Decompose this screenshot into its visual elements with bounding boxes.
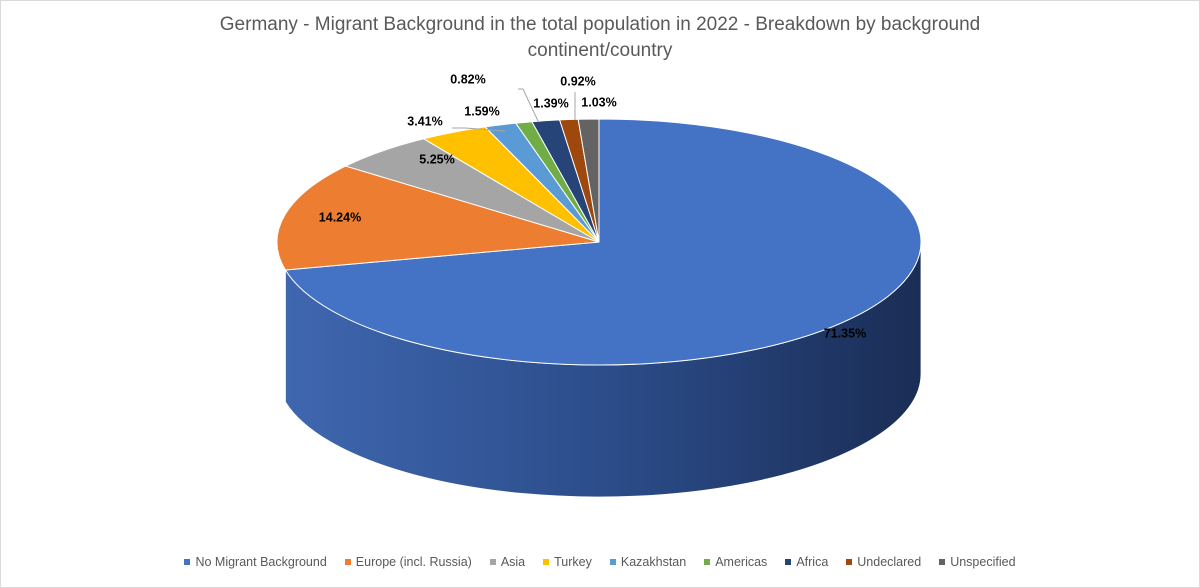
legend-item-kazakhstan: Kazakhstan	[609, 555, 687, 569]
data-label-no-migrant-background: 71.35%	[824, 326, 866, 340]
data-label-undeclared: 0.92%	[560, 74, 595, 88]
legend-item-americas: Americas	[704, 555, 767, 569]
data-label-turkey: 3.41%	[407, 114, 442, 128]
legend-label: Turkey	[554, 555, 592, 569]
legend-item-asia: Asia	[489, 555, 526, 569]
legend-swatch	[939, 559, 946, 565]
data-label-asia: 5.25%	[419, 152, 454, 166]
legend-label: Unspecified	[950, 555, 1016, 569]
chart-title: Germany - Migrant Background in the tota…	[219, 14, 981, 61]
legend-swatch	[184, 559, 191, 565]
data-label-africa: 1.39%	[533, 96, 568, 110]
legend-swatch	[344, 559, 351, 565]
legend-label: Asia	[500, 555, 526, 569]
legend: No Migrant Background Europe (incl. Russi…	[0, 555, 1200, 569]
data-label-unspecified: 1.03%	[581, 95, 616, 109]
legend-swatch	[609, 559, 616, 565]
data-label-europe-incl-russia: 14.24%	[319, 210, 361, 224]
legend-label: Americas	[715, 555, 768, 569]
legend-item-no-migrant-background: No Migrant Background	[184, 555, 327, 569]
legend-swatch	[846, 559, 853, 565]
pie-slice-no-migrant-background	[284, 118, 922, 366]
legend-item-unspecified: Unspecified	[939, 555, 1016, 569]
legend-label: Undeclared	[857, 555, 922, 569]
pie-slice-europe-incl-russia	[276, 165, 600, 271]
legend-swatch	[489, 559, 496, 565]
data-label-americas: 0.82%	[450, 72, 485, 86]
legend-item-europe-incl-russia: Europe (incl. Russia)	[344, 555, 472, 569]
legend-item-turkey: Turkey	[543, 555, 592, 569]
legend-label: Kazakhstan	[620, 555, 687, 569]
legend-swatch	[704, 559, 711, 565]
legend-item-undeclared: Undeclared	[846, 555, 921, 569]
data-label-kazakhstan: 1.59%	[464, 104, 499, 118]
legend-label: No Migrant Background	[195, 555, 327, 569]
legend-swatch	[543, 559, 550, 565]
leader-line-turkey	[452, 127, 506, 132]
pie-slice-unspecified	[577, 118, 600, 243]
legend-item-africa: Africa	[785, 555, 828, 569]
legend-swatch	[785, 559, 792, 565]
legend-label: Europe (incl. Russia)	[355, 555, 472, 569]
legend-label: Africa	[796, 555, 829, 569]
leader-line-americas	[518, 88, 539, 122]
